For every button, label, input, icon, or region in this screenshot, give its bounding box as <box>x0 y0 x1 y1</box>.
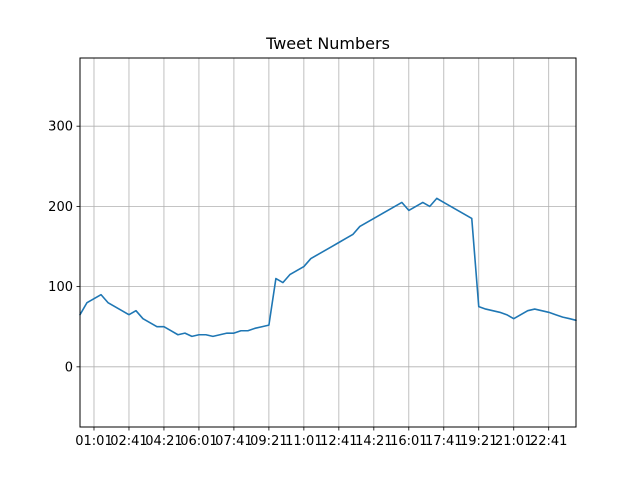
y-tick-label: 0 <box>65 360 73 375</box>
x-tick-label: 01:01 <box>75 434 112 449</box>
chart-title: Tweet Numbers <box>265 34 390 53</box>
x-tick-label: 19:21 <box>460 434 497 449</box>
x-tick-label: 12:41 <box>320 434 357 449</box>
x-axis-ticks: 01:0102:4104:2106:0107:4109:2111:0112:41… <box>75 427 567 449</box>
x-tick-label: 11:01 <box>285 434 322 449</box>
x-tick-label: 16:01 <box>390 434 427 449</box>
y-tick-label: 200 <box>48 200 73 215</box>
x-tick-label: 17:41 <box>425 434 462 449</box>
y-axis-ticks: 0 100 200 300 <box>48 120 80 375</box>
axes-frame <box>79 57 577 428</box>
x-tick-label: 07:41 <box>215 434 252 449</box>
x-tick-label: 04:21 <box>145 434 182 449</box>
x-tick-label: 14:21 <box>355 434 392 449</box>
y-tick-label: 100 <box>48 280 73 295</box>
x-tick-label: 06:01 <box>180 434 217 449</box>
x-tick-label: 22:41 <box>530 434 567 449</box>
grid-lines <box>80 58 576 427</box>
x-tick-label: 09:21 <box>250 434 287 449</box>
series-line <box>79 197 577 338</box>
plot-area <box>79 197 577 338</box>
x-tick-label: 21:01 <box>495 434 532 449</box>
y-tick-label: 300 <box>48 120 73 135</box>
x-tick-label: 02:41 <box>110 434 147 449</box>
